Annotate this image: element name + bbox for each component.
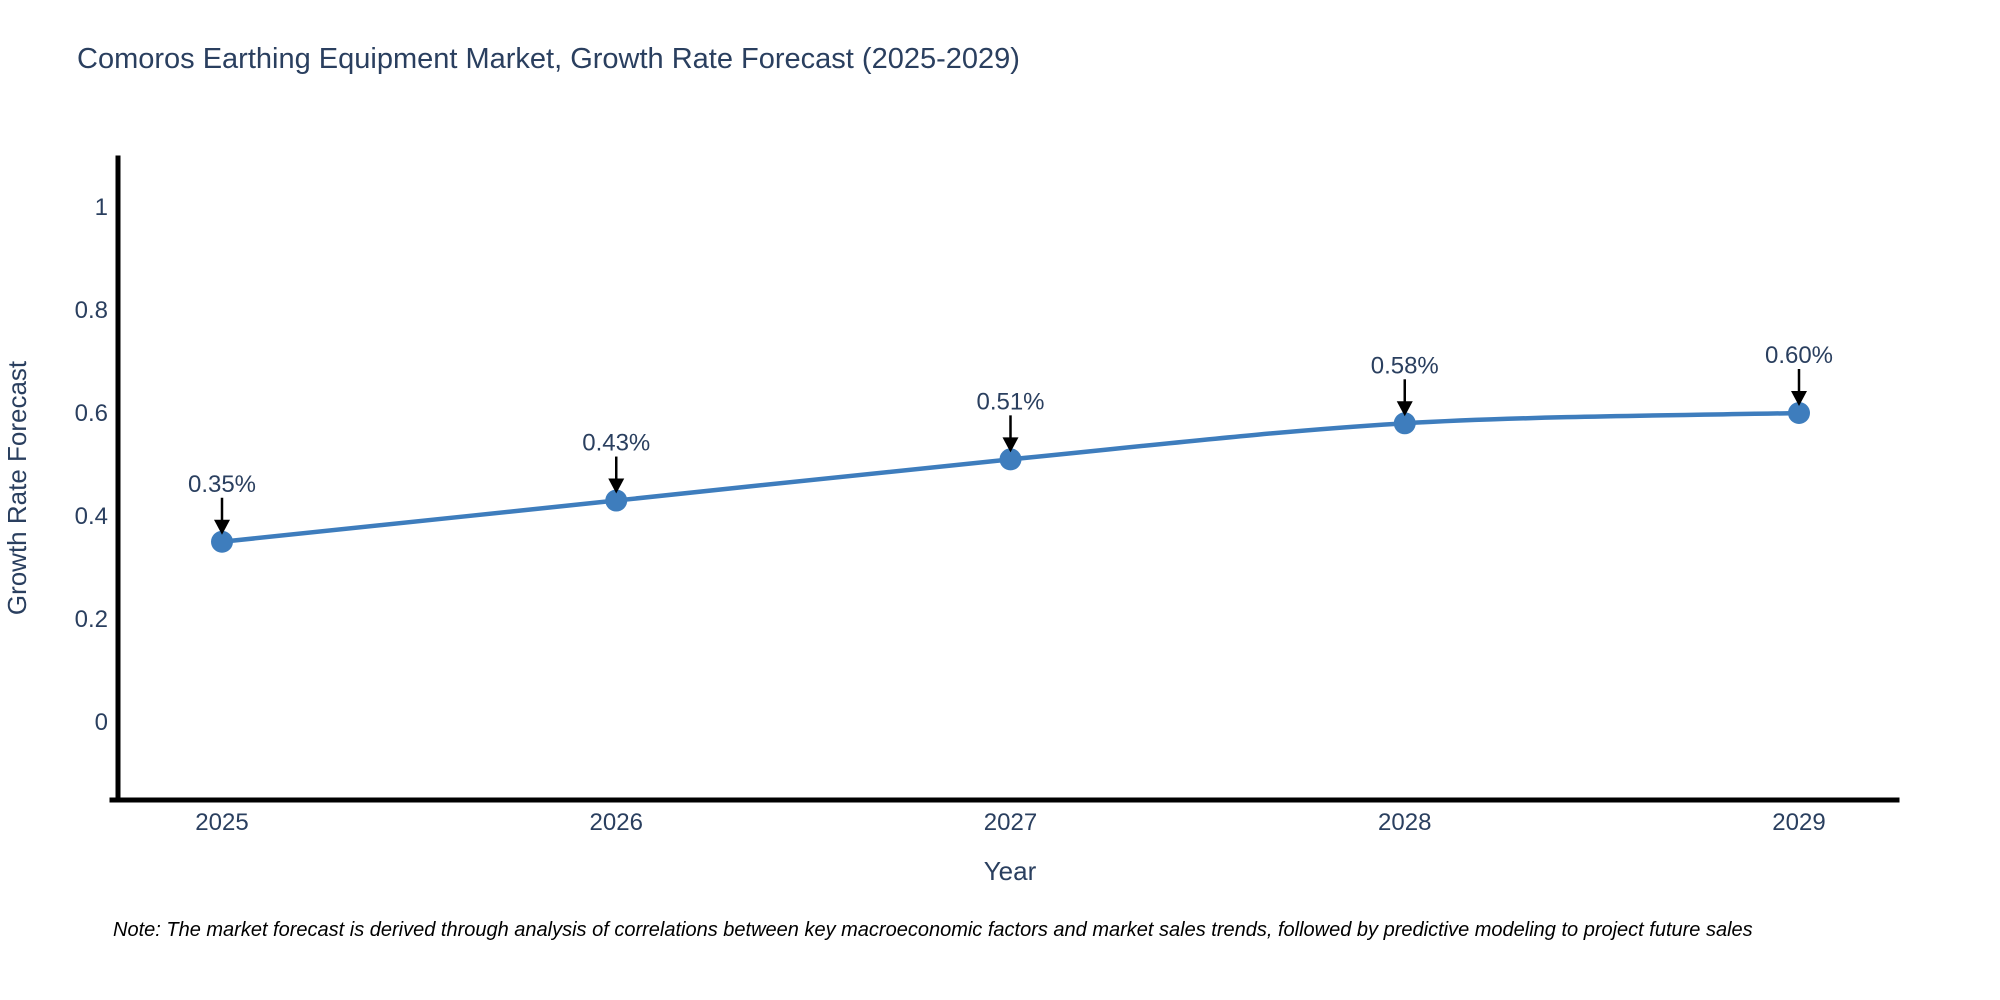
y-axis-title: Growth Rate Forecast [2,360,32,615]
point-annotation-2027: 0.51% [976,388,1044,415]
chart-title: Comoros Earthing Equipment Market, Growt… [77,43,1020,75]
y-tick-label-0: 0 [95,709,108,736]
annotation-arrowhead-icon-2029 [1791,391,1807,406]
x-axis-title: Year [984,856,1037,886]
x-tick-label-2025: 2025 [195,809,248,836]
point-annotation-2029: 0.60% [1765,342,1833,369]
y-tick-label-0.2: 0.2 [75,606,108,633]
annotation-arrowhead-icon-2027 [1002,437,1019,453]
x-tick-label-2026: 2026 [590,809,643,836]
x-tick-label-2027: 2027 [984,809,1037,836]
y-tick-label-0.4: 0.4 [75,503,108,530]
y-tick-label-1: 1 [95,194,108,221]
point-annotation-2026: 0.43% [582,430,650,457]
data-point-2026 [605,489,628,512]
y-tick-label-0.8: 0.8 [75,297,108,324]
data-point-2025 [211,530,233,553]
point-annotation-2025: 0.35% [188,471,256,498]
footnote: Note: The market forecast is derived thr… [113,919,1753,941]
annotation-arrowhead-icon-2025 [214,519,230,535]
annotation-arrowhead-icon-2028 [1396,401,1413,417]
point-annotation-2028: 0.58% [1371,352,1439,379]
y-tick-label-0.6: 0.6 [75,400,108,427]
x-tick-label-2028: 2028 [1378,809,1431,836]
annotation-arrowhead-icon-2026 [608,478,625,494]
data-point-2027 [999,448,1022,471]
data-point-2029 [1788,402,1810,424]
x-tick-label-2029: 2029 [1772,809,1825,836]
data-point-2028 [1393,412,1416,435]
